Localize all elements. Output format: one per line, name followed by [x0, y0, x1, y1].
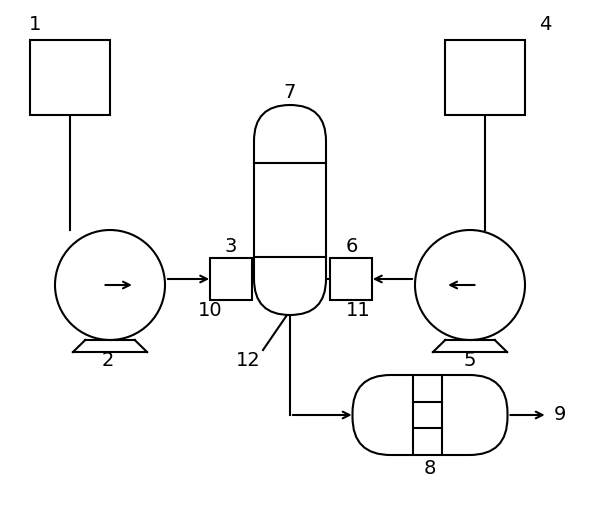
- FancyBboxPatch shape: [254, 105, 326, 315]
- Bar: [30, 40, 110, 115]
- Bar: [330, 258, 372, 300]
- Bar: [210, 258, 252, 300]
- Circle shape: [55, 230, 165, 340]
- Text: 1: 1: [29, 16, 41, 35]
- Text: 10: 10: [197, 300, 223, 320]
- Text: 7: 7: [284, 82, 296, 102]
- Text: 12: 12: [236, 351, 260, 369]
- Text: 5: 5: [464, 351, 476, 369]
- Text: 9: 9: [554, 406, 566, 424]
- Circle shape: [415, 230, 525, 340]
- Bar: [445, 40, 525, 115]
- Text: 6: 6: [346, 237, 358, 255]
- Text: 3: 3: [225, 237, 237, 255]
- Text: 8: 8: [424, 458, 436, 478]
- Text: 2: 2: [102, 351, 114, 369]
- Text: 11: 11: [346, 300, 370, 320]
- FancyBboxPatch shape: [353, 375, 508, 455]
- Text: 4: 4: [539, 16, 551, 35]
